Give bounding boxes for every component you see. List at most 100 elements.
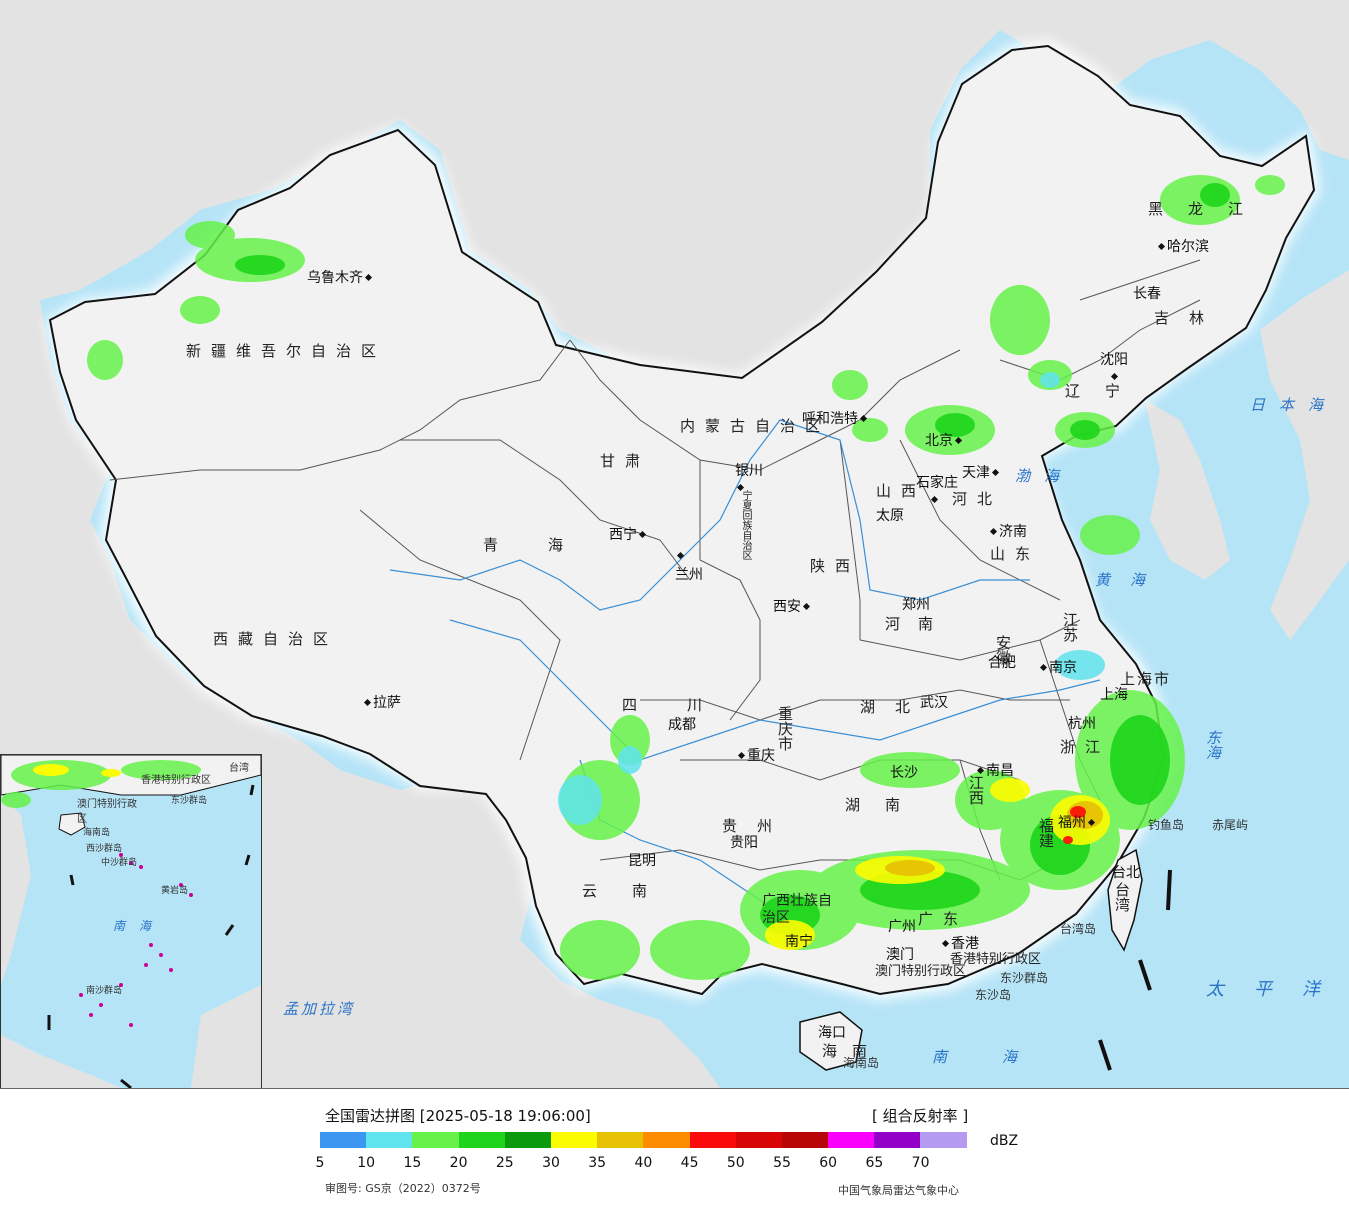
province-label-neimenggu: 内蒙古自治区 [680, 417, 831, 435]
color-swatch [689, 1132, 736, 1148]
province-label-sichuan: 四川 [622, 696, 753, 714]
inset-label-south-sea: 南海 [113, 919, 166, 933]
color-swatch [828, 1132, 875, 1148]
tick-label: 55 [773, 1155, 791, 1171]
province-label-hainan: 海南 [822, 1042, 883, 1060]
city-nanchang: 南昌 [975, 760, 1014, 780]
tick-label: 70 [911, 1155, 930, 1171]
city-shanghai: 上海 [1100, 687, 1128, 703]
sea-boundary-dashes [1098, 869, 1172, 1071]
province-label-jilin: 吉林 [1154, 309, 1225, 327]
sea-label-yellow: 黄海 [1095, 571, 1166, 589]
province-label-henan: 河南 [885, 615, 952, 633]
city-changsha: 长沙 [890, 765, 918, 781]
province-label-taiwan: 台湾 [1113, 882, 1131, 912]
sea-label-japan: 日本海 [1250, 396, 1338, 414]
province-label-hebei: 河北 [952, 490, 1003, 508]
color-swatch [320, 1132, 367, 1148]
province-label-gansu: 甘肃 [600, 452, 651, 470]
city-hangzhou: 杭州 [1068, 716, 1096, 732]
inset-label-hainan: 海南岛 [83, 828, 111, 838]
city-nanjing: 南京 [1038, 657, 1077, 677]
province-label-shaanxi: 陕西 [810, 557, 861, 575]
data-source: 中国气象局雷达气象中心 [838, 1184, 959, 1197]
hainan-island [799, 1011, 863, 1071]
inset-label-zhongsha: 中沙群岛 [101, 858, 138, 868]
province-label-liaoning: 辽宁 [1065, 382, 1146, 400]
tick-label: 60 [819, 1155, 838, 1171]
city-jinan: 济南 [988, 521, 1027, 541]
city-taipei: 台北 [1112, 865, 1140, 881]
city-guangzhou: 广州 [888, 919, 916, 935]
sea-label-bengal: 孟加拉湾 [283, 1000, 356, 1018]
province-label-shanxi: 山西 [876, 482, 927, 500]
city-tianjin: 天津 [962, 462, 1001, 482]
legend-title: 全国雷达拼图 [2025-05-18 19:06:00] [325, 1107, 591, 1125]
legend-product: [ 组合反射率 ] [872, 1107, 969, 1125]
south-china-sea-inset: 香港特别行政区 澳门特别行政区 东沙群岛 海南岛 西沙群岛 中沙群岛 黄岩岛 南… [0, 754, 262, 1088]
city-chengdu: 成都 [668, 717, 696, 733]
tick-label: 10 [357, 1155, 376, 1171]
city-kunming: 昆明 [628, 853, 656, 869]
color-swatch [920, 1132, 967, 1148]
tick-label: 50 [726, 1155, 745, 1171]
city-hongkong: 香港 [940, 933, 979, 953]
inset-drawing [1, 755, 261, 1088]
city-shenyang: 沈阳 [1100, 349, 1128, 385]
province-label-guangdong: 广东 [918, 910, 969, 928]
province-label-guangxi: 广西壮族自治区 [762, 893, 832, 926]
radar-echoes [87, 175, 1285, 980]
province-label-qinghai: 青海 [483, 536, 614, 554]
island-label-dongsha-group: 东沙群岛 [1000, 971, 1049, 985]
tick-label: 65 [865, 1155, 884, 1171]
island-label-chiwei: 赤尾屿 [1212, 818, 1249, 832]
province-label-jiangxi: 江西 [967, 775, 985, 805]
tick-label: 5 [315, 1155, 325, 1171]
province-label-shandong: 山东 [990, 545, 1041, 563]
province-label-xinjiang: 新疆维吾尔自治区 [186, 342, 387, 360]
legend-unit: dBZ [990, 1133, 1019, 1149]
color-swatch [643, 1132, 690, 1148]
province-label-macau: 澳门特别行政区 [875, 964, 967, 979]
inset-label-xisha: 西沙群岛 [86, 844, 123, 854]
color-swatch [735, 1132, 782, 1148]
tick-label: 35 [588, 1155, 607, 1171]
province-label-fujian: 福建 [1037, 818, 1055, 848]
inset-label-hongkong: 香港特别行政区 [141, 775, 211, 786]
province-label-heilongjiang: 黑龙江 [1148, 200, 1269, 218]
color-swatch [597, 1132, 644, 1148]
province-label-yunnan: 云南 [582, 882, 683, 900]
province-label-hubei: 湖北 [860, 698, 931, 716]
radar-map: 新疆维吾尔自治区 西藏自治区 青海 甘肃 内蒙古自治区 黑龙江 吉林 辽宁 河北… [0, 0, 1349, 1089]
island-label-taiwan: 台湾岛 [1060, 922, 1097, 936]
province-label-hongkong: 香港特别行政区 [950, 952, 1042, 967]
sea-label-bohai: 渤海 [1015, 467, 1074, 485]
city-zhengzhou: 郑州 [902, 597, 930, 613]
inset-label-taiwan: 台湾 [229, 763, 249, 774]
inset-label-dongsha: 东沙群岛 [171, 796, 208, 806]
inset-label-macau: 澳门特别行政区 [77, 799, 137, 825]
color-swatch [458, 1132, 505, 1148]
city-wuhan: 武汉 [920, 695, 948, 711]
city-macau: 澳门 [886, 947, 914, 963]
province-label-xizang: 西藏自治区 [213, 630, 339, 648]
province-label-chongqing: 重庆市 [776, 706, 794, 751]
province-label-anhui: 安徽 [994, 635, 1012, 665]
sea-label-pacific: 太平洋 [1206, 979, 1349, 1000]
color-scale-bar [320, 1132, 967, 1148]
tick-label: 30 [542, 1155, 560, 1171]
color-swatch [412, 1132, 459, 1148]
province-label-shanghai: 上海市 [1120, 670, 1172, 688]
color-swatch [874, 1132, 921, 1148]
taiwan-island [1107, 848, 1143, 952]
city-fuzhou: 福州 [1058, 812, 1097, 832]
color-swatch [781, 1132, 829, 1148]
inset-label-huangyan: 黄岩岛 [161, 886, 189, 896]
city-hohhot: 呼和浩特 [802, 408, 869, 428]
city-shijiazhuang: 石家庄 [916, 472, 958, 508]
map-approval-number: 审图号: GS京（2022）0372号 [325, 1182, 481, 1195]
city-nanning: 南宁 [785, 934, 813, 950]
tick-label: 25 [495, 1155, 514, 1171]
china-mainland [48, 44, 1316, 996]
city-yinchuan: 银川 [735, 460, 763, 496]
